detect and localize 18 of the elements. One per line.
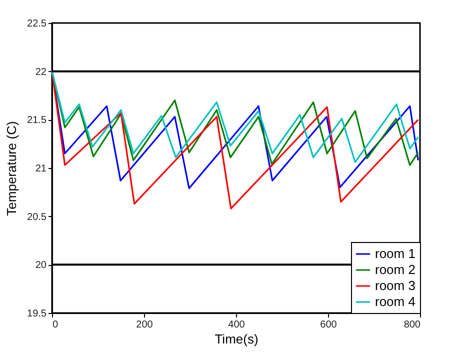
x-tick-label: 200 (136, 320, 154, 330)
y-tick-label: 21.5 (27, 115, 47, 126)
x-tick-label: 400 (228, 320, 246, 330)
y-tick-label: 22.5 (27, 18, 47, 30)
y-tick-label: 21 (35, 164, 47, 174)
legend-label: room 2 (375, 262, 416, 277)
y-tick-label: 20.5 (27, 212, 47, 223)
y-tick-label: 19.5 (27, 308, 47, 320)
x-tick-label: 800 (404, 320, 421, 330)
x-axis-title: Time(s) (214, 332, 258, 346)
legend-label: room 3 (375, 278, 416, 293)
legend-label: room 4 (375, 294, 416, 309)
y-tick-label: 22 (35, 66, 47, 78)
x-tick-label: 0 (52, 320, 58, 330)
legend-label: room 1 (375, 246, 416, 261)
y-axis-title: Temperature (C) (4, 121, 20, 216)
y-tick-label: 20 (35, 260, 47, 272)
x-tick-label: 600 (320, 320, 338, 330)
